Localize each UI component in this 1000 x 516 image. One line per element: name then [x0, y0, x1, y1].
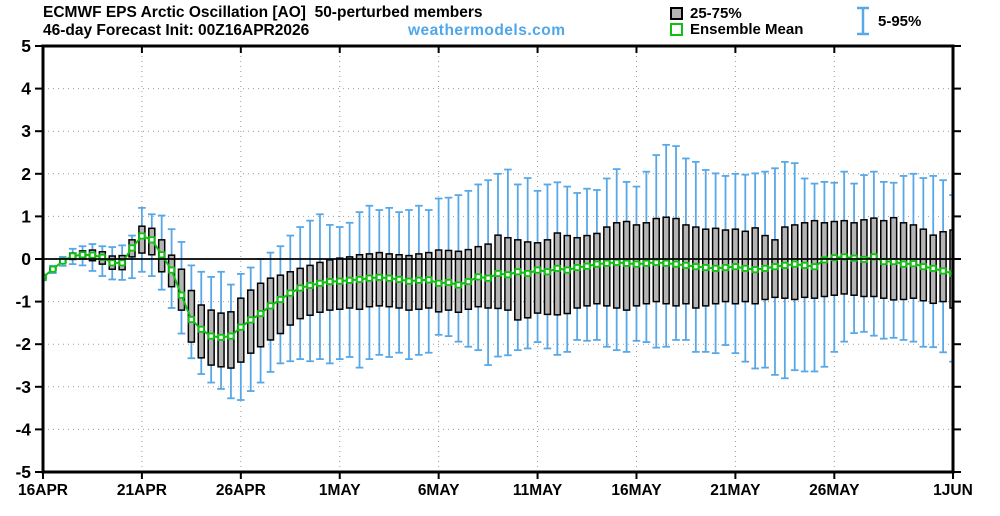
iqr-box-swatch-icon [670, 7, 683, 20]
y-axis-label: -3 [15, 377, 31, 397]
y-axis-label: 4 [21, 79, 31, 99]
legend-iqr-label: 25-75% [690, 5, 742, 22]
x-axis-label: 21MAY [710, 482, 761, 499]
y-axis-label: -5 [15, 462, 31, 482]
mean-square-swatch-icon [670, 23, 683, 36]
x-axis-label: 16MAY [611, 482, 662, 499]
x-axis-label: 6MAY [418, 482, 460, 499]
x-axis-label: 1JUN [933, 482, 973, 499]
x-axis-label: 11MAY [513, 482, 563, 499]
legend-range-label: 5-95% [878, 12, 922, 30]
legend-mean-label: Ensemble Mean [690, 21, 804, 38]
legend-item-range: 5-95% [855, 4, 921, 38]
x-axis-label: 26APR [216, 482, 266, 499]
legend-item-iqr: 25-75% [670, 5, 742, 22]
x-axis-label: 21APR [117, 482, 167, 499]
x-axis-label: 16APR [18, 482, 68, 499]
y-axis-label: -2 [15, 334, 31, 354]
legend-item-mean: Ensemble Mean [670, 21, 803, 38]
site-watermark: weathermodels.com [408, 22, 566, 39]
y-axis-label: 0 [21, 249, 31, 269]
y-axis-label: 2 [21, 164, 31, 184]
y-axis-label: -1 [15, 292, 31, 312]
y-axis-label: 5 [21, 36, 31, 56]
y-axis-label: 1 [21, 206, 31, 226]
x-axis-label: 1MAY [319, 482, 361, 499]
axis-ticks [35, 45, 961, 479]
y-axis-label: 3 [21, 121, 31, 141]
y-axis-label: -4 [15, 419, 31, 439]
whisker-swatch-icon [857, 6, 869, 36]
chart-title: ECMWF EPS Arctic Oscillation [AO] 50-per… [43, 4, 483, 21]
chart-subtitle: 46-day Forecast Init: 00Z16APR2026 [43, 22, 310, 39]
x-axis-label: 26MAY [809, 482, 860, 499]
axis-labels: -5 -4 -3 -2 -1 0 1 2 3 4 5 16APR 21APR 26APR 1MAY 6MAY 1… [15, 36, 972, 499]
